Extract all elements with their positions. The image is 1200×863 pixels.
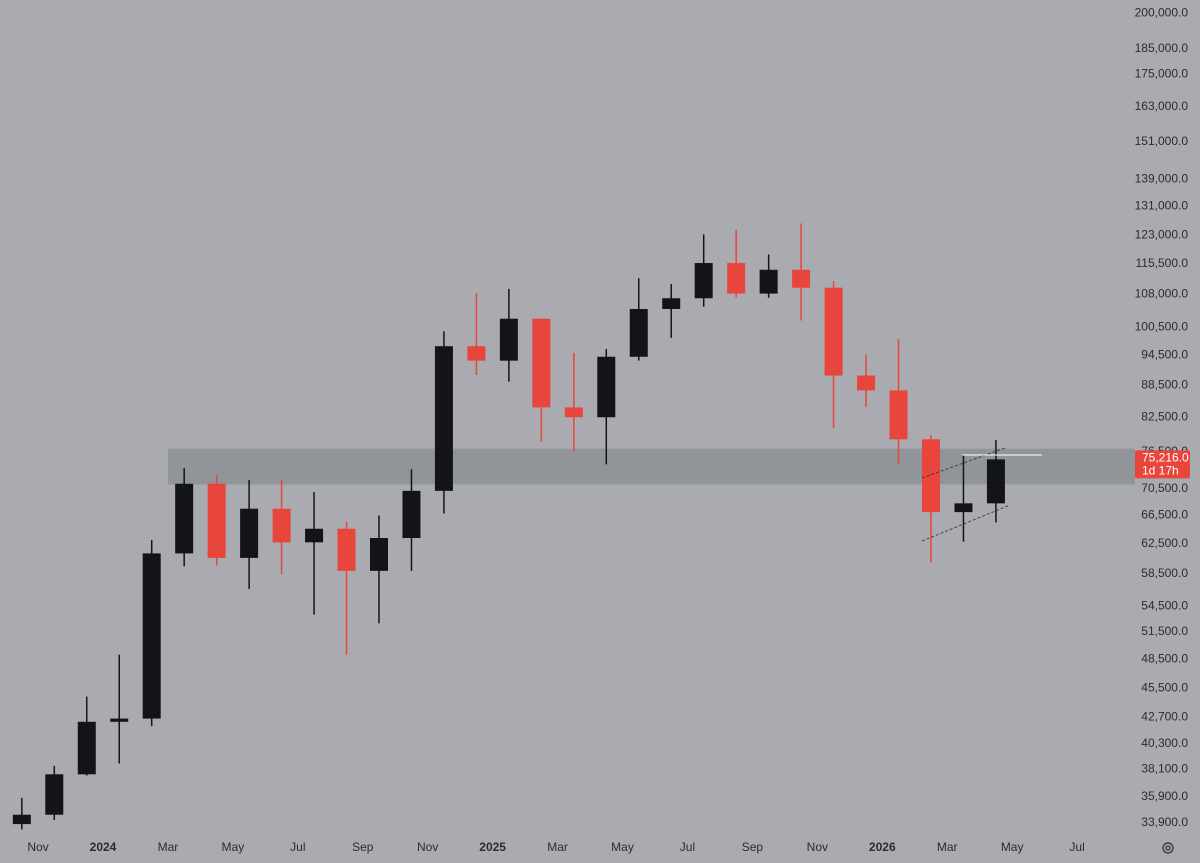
candle-body <box>532 318 551 408</box>
y-tick-label: 42,700.0 <box>1141 710 1188 724</box>
candle-body <box>110 718 129 722</box>
y-tick-label: 51,500.0 <box>1141 624 1188 638</box>
candle-body <box>597 356 616 418</box>
candle-body <box>857 375 876 391</box>
candle-body <box>792 269 811 288</box>
y-tick-label: 108,000.0 <box>1135 287 1189 301</box>
candle-body <box>240 508 259 558</box>
x-tick-label: Nov <box>27 840 48 854</box>
candle-body <box>337 528 356 571</box>
y-tick-label: 33,900.0 <box>1141 815 1188 829</box>
candle-body <box>12 814 31 825</box>
y-tick-label: 185,000.0 <box>1135 41 1189 55</box>
candle-body <box>175 483 194 554</box>
y-tick-label: 163,000.0 <box>1135 99 1189 113</box>
x-tick-label: Nov <box>807 840 828 854</box>
y-tick-label: 131,000.0 <box>1135 199 1189 213</box>
x-tick-label: Mar <box>158 840 179 854</box>
y-tick-label: 70,500.0 <box>1141 481 1188 495</box>
candle-body <box>434 346 453 491</box>
y-tick-label: 200,000.0 <box>1135 6 1189 20</box>
candle-body <box>305 528 324 543</box>
x-tick-label: Jul <box>680 840 695 854</box>
y-tick-label: 35,900.0 <box>1141 789 1188 803</box>
x-tick-label: Sep <box>742 840 764 854</box>
y-tick-label: 66,500.0 <box>1141 508 1188 522</box>
countdown-label: 1d 17h <box>1142 464 1179 478</box>
candle-body <box>272 508 291 543</box>
x-tick-label: May <box>611 840 634 854</box>
x-tick-label: May <box>222 840 245 854</box>
y-tick-label: 139,000.0 <box>1135 172 1189 186</box>
y-tick-label: 82,500.0 <box>1141 409 1188 423</box>
candle-body <box>45 774 64 815</box>
candle-body <box>662 298 681 310</box>
candle-body <box>954 503 973 513</box>
y-tick-label: 88,500.0 <box>1141 377 1188 391</box>
y-tick-label: 123,000.0 <box>1135 227 1189 241</box>
candle-body <box>694 263 713 299</box>
x-tick-label: 2024 <box>90 840 117 854</box>
candle-body <box>986 459 1005 504</box>
candle-body <box>142 553 161 719</box>
settings-icon[interactable] <box>1162 842 1174 854</box>
y-tick-label: 38,100.0 <box>1141 762 1188 776</box>
x-tick-label: Mar <box>547 840 568 854</box>
y-tick-label: 54,500.0 <box>1141 598 1188 612</box>
candle-layer <box>12 223 1005 830</box>
y-tick-label: 40,300.0 <box>1141 736 1188 750</box>
last-price-label: 75,216.0 <box>1142 451 1189 465</box>
y-tick-label: 48,500.0 <box>1141 652 1188 666</box>
x-tick-label: Nov <box>417 840 438 854</box>
candle-body <box>77 721 96 775</box>
candle-body <box>889 390 908 440</box>
candle-body <box>402 490 421 539</box>
y-tick-label: 94,500.0 <box>1141 347 1188 361</box>
channel-line <box>921 504 1011 542</box>
x-tick-label: 2025 <box>479 840 506 854</box>
axis-layer: 200,000.0 185,000.0 175,000.0 163,000.0 151,… <box>27 6 1190 854</box>
x-tick-label: Jul <box>1069 840 1084 854</box>
candle-body <box>499 318 518 361</box>
candle-body <box>921 439 940 513</box>
y-tick-label: 151,000.0 <box>1135 134 1189 148</box>
x-tick-label: Sep <box>352 840 374 854</box>
x-tick-label: 2026 <box>869 840 896 854</box>
y-tick-label: 45,500.0 <box>1141 681 1188 695</box>
candle-body <box>629 309 648 357</box>
last-price-box <box>1135 450 1190 479</box>
x-tick-label: Mar <box>937 840 958 854</box>
candle-body <box>467 346 486 361</box>
candle-body <box>727 263 746 294</box>
candle-body <box>824 287 843 376</box>
candle-body <box>369 538 388 571</box>
y-tick-label: 115,500.0 <box>1136 256 1189 270</box>
y-tick-label: 62,500.0 <box>1141 536 1188 550</box>
y-tick-label: 175,000.0 <box>1135 67 1189 81</box>
candle-body <box>207 483 226 558</box>
candle-body <box>564 407 583 418</box>
y-tick-label: 58,500.0 <box>1141 566 1188 580</box>
candle-body <box>759 269 778 294</box>
y-tick-label: 100,500.0 <box>1135 319 1189 333</box>
x-tick-label: May <box>1001 840 1024 854</box>
x-tick-label: Jul <box>290 840 305 854</box>
